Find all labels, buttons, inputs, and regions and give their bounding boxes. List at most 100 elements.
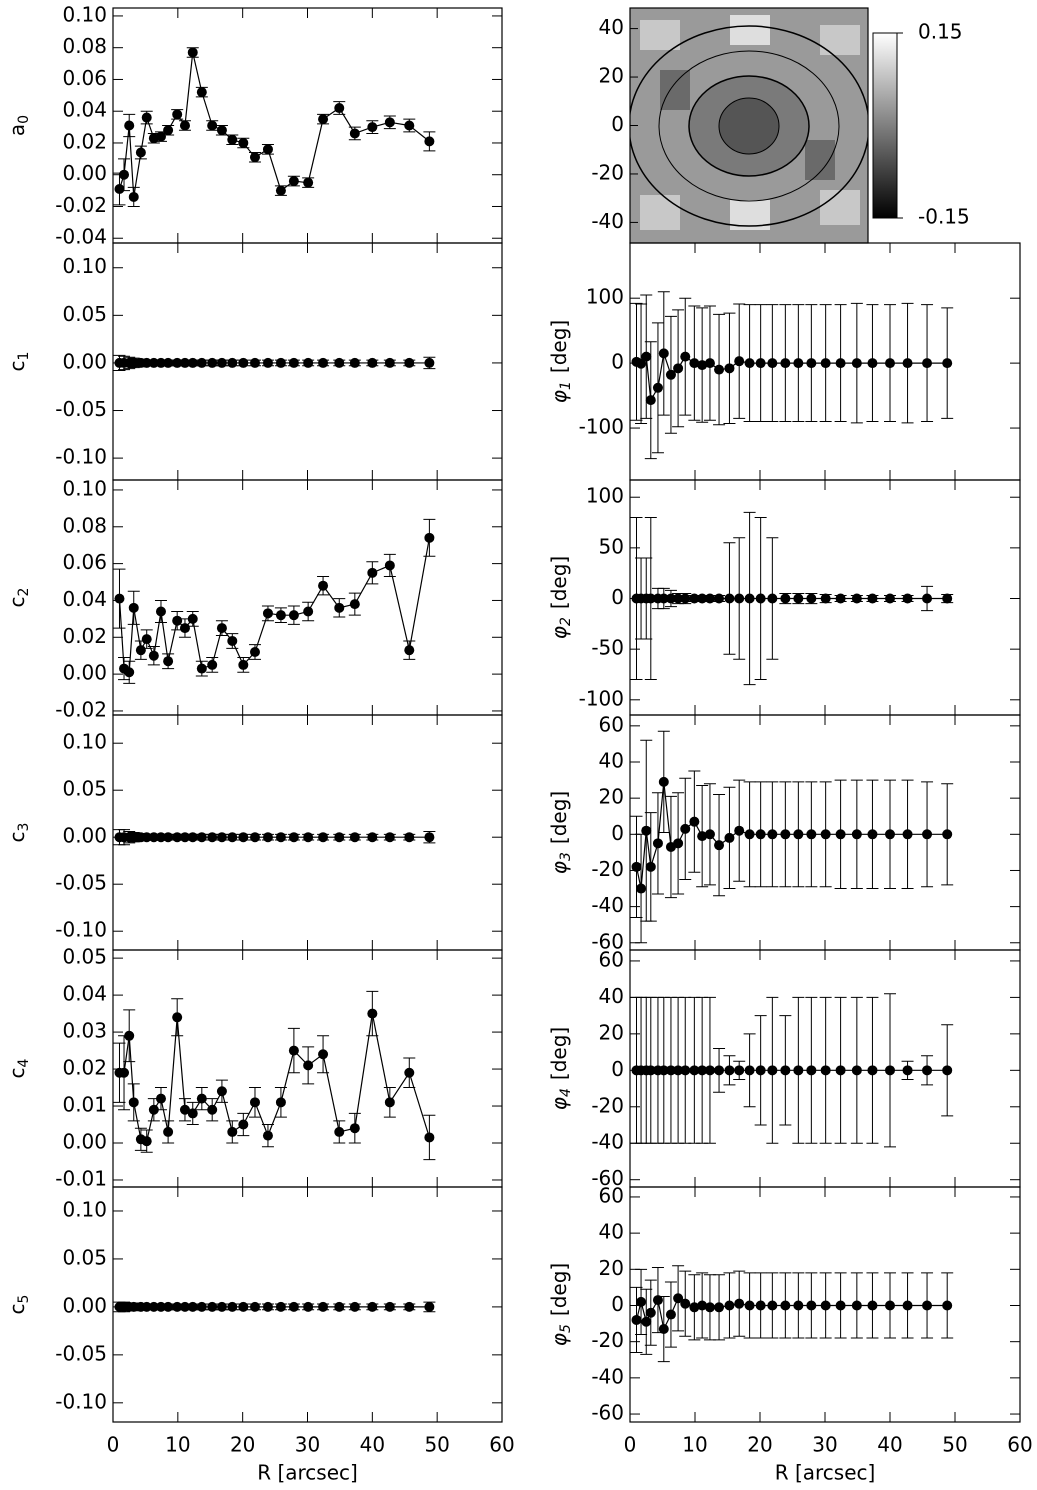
data-point (216, 832, 227, 843)
data-point (680, 1065, 691, 1076)
data-point (275, 1097, 286, 1108)
y-label-sub: 1 (16, 352, 32, 361)
data-point (885, 829, 895, 840)
data-point (238, 137, 249, 148)
data-point (724, 832, 735, 843)
data-point (724, 1065, 735, 1076)
data-point (249, 1301, 260, 1312)
data-point (318, 114, 329, 125)
y-tick-label: 0.08 (62, 513, 107, 537)
data-point (187, 47, 198, 58)
data-point (119, 169, 130, 180)
data-point (714, 840, 725, 851)
data-point (196, 663, 207, 674)
data-point (673, 838, 684, 849)
y-tick-label: -40 (591, 1130, 624, 1154)
data-point (334, 602, 345, 613)
data-point (404, 357, 415, 368)
data-point (148, 650, 159, 661)
map-image (630, 8, 868, 243)
y-tick-label: 20 (599, 785, 624, 809)
data-point (196, 357, 207, 368)
data-point (767, 358, 778, 369)
y-axis-label: c2 (5, 588, 33, 608)
data-point (942, 1065, 953, 1076)
y-tick-label: 0.01 (62, 1093, 107, 1117)
data-point (424, 532, 435, 543)
data-point (141, 1136, 152, 1147)
data-point (689, 816, 700, 827)
y-label-symbol: c (5, 1303, 29, 1314)
y-tick-label: 50 (599, 534, 624, 558)
y-tick-label: 0.02 (62, 624, 107, 648)
data-point (885, 1065, 895, 1076)
data-point (349, 599, 360, 610)
y-tick-label: -20 (591, 1093, 624, 1117)
y-tick-label: 40 (599, 1220, 624, 1244)
y-label-symbol: c (5, 596, 29, 607)
y-tick-label: 0 (611, 585, 624, 609)
data-point (288, 610, 299, 621)
data-point (767, 593, 778, 604)
data-point (680, 1298, 691, 1309)
y-label-sub: 1 (558, 381, 574, 390)
data-point (755, 1300, 766, 1311)
data-point (820, 1065, 831, 1076)
y-axis-label: c4 (5, 1058, 33, 1078)
data-point (135, 147, 146, 158)
data-point (641, 1316, 652, 1327)
y-label-symbol: φ (547, 1333, 571, 1346)
data-point (249, 647, 260, 658)
data-point (734, 1065, 745, 1076)
data-point (689, 1065, 700, 1076)
y-tick-label: 0.10 (62, 730, 107, 754)
data-point (196, 1301, 207, 1312)
y-label-sub: 2 (16, 588, 32, 597)
data-point (404, 832, 415, 843)
y-tick-label: -0.05 (55, 397, 107, 421)
data-point (744, 358, 755, 369)
data-point (207, 659, 218, 670)
data-point (207, 1301, 218, 1312)
data-point (714, 364, 725, 375)
data-line (118, 52, 430, 198)
data-point (262, 1301, 273, 1312)
data-point (922, 1065, 933, 1076)
data-point (755, 358, 766, 369)
y-axis-label: φ2 [deg] (547, 556, 575, 639)
data-point (404, 1067, 415, 1078)
data-line (119, 1013, 430, 1142)
y-label-sub: 5 (558, 1324, 574, 1333)
data-point (367, 832, 378, 843)
data-point (187, 357, 198, 368)
x-tick-label: 50 (424, 1433, 449, 1457)
data-point (697, 1065, 708, 1076)
data-point (851, 1065, 862, 1076)
y-tick-label: 0.04 (62, 98, 107, 122)
data-point (207, 357, 218, 368)
y-label-symbol: c (5, 831, 29, 842)
y-tick-label: 0 (611, 112, 624, 136)
data-point (135, 645, 146, 656)
data-point (835, 1300, 846, 1311)
data-point (196, 832, 207, 843)
data-point (724, 1300, 735, 1311)
data-point (303, 177, 314, 188)
data-point (216, 1086, 227, 1097)
y-label-sub: 5 (16, 1295, 32, 1304)
data-point (793, 593, 804, 604)
data-point (318, 1301, 329, 1312)
data-point (275, 610, 286, 621)
data-point (424, 136, 435, 147)
data-point (820, 358, 831, 369)
data-point (636, 883, 647, 894)
data-point (806, 1300, 817, 1311)
data-point (227, 832, 238, 843)
y-tick-label: 0.05 (62, 1245, 107, 1269)
data-point (275, 185, 286, 196)
data-point (867, 1300, 878, 1311)
data-point (155, 606, 166, 617)
y-label-sub: 4 (558, 1088, 574, 1097)
data-point (658, 593, 669, 604)
